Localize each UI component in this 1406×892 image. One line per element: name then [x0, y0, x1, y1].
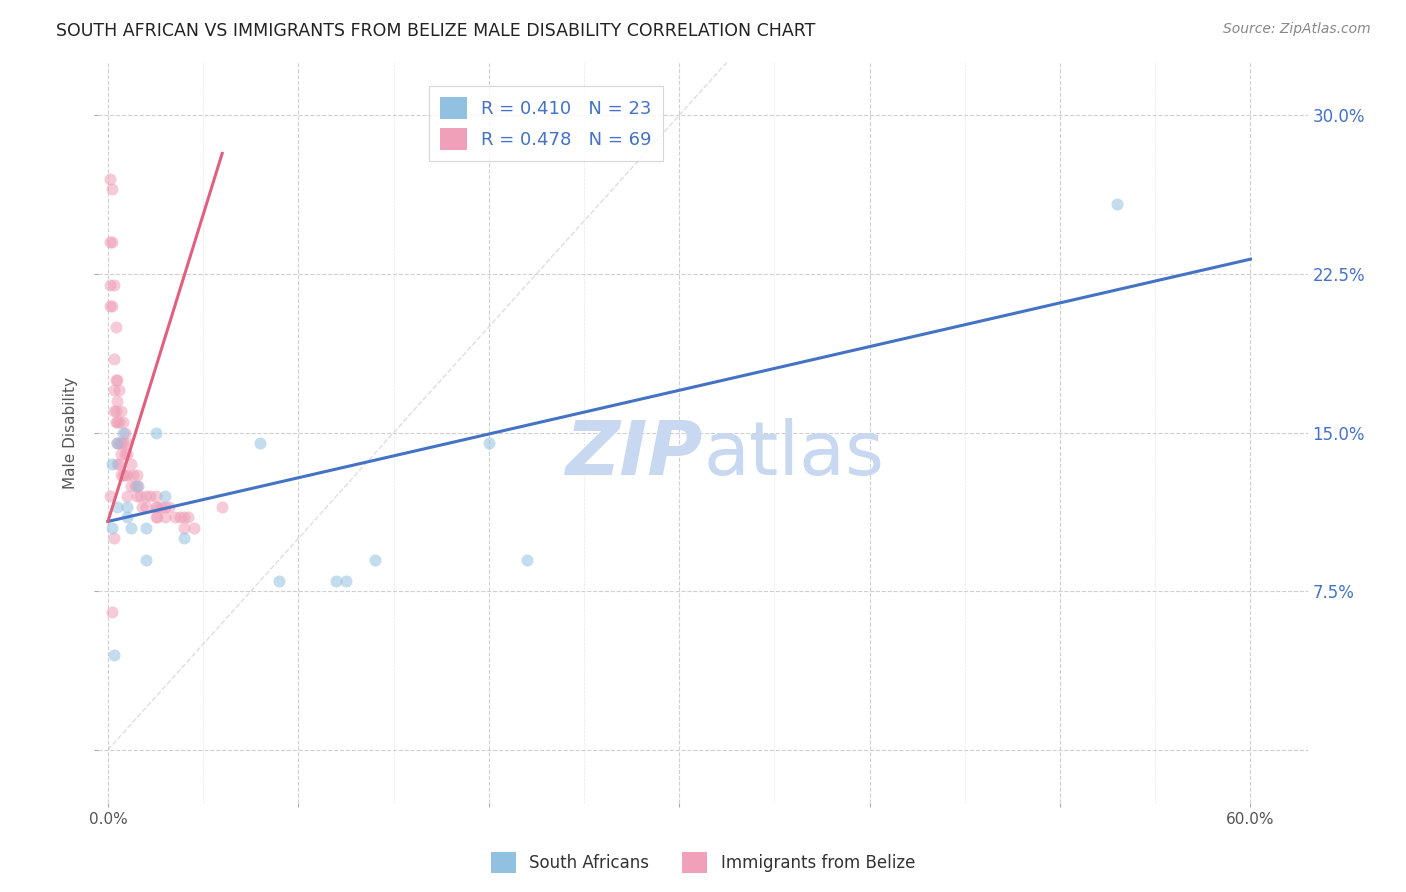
Point — [146, 510, 169, 524]
Point — [173, 521, 195, 535]
Point — [131, 500, 153, 514]
Point — [100, 458, 122, 472]
Point — [269, 574, 291, 588]
Point — [1107, 197, 1129, 211]
Text: ZIP: ZIP — [565, 418, 703, 491]
Point — [103, 648, 125, 662]
Point — [100, 299, 122, 313]
Point — [103, 384, 125, 398]
Point — [98, 277, 121, 292]
Point — [114, 425, 136, 440]
Point — [107, 458, 129, 472]
Point — [249, 436, 271, 450]
Legend: R = 0.410   N = 23, R = 0.478   N = 69: R = 0.410 N = 23, R = 0.478 N = 69 — [429, 87, 662, 161]
Point — [107, 393, 129, 408]
Point — [103, 404, 125, 418]
Point — [115, 447, 138, 461]
Point — [135, 500, 157, 514]
Point — [120, 521, 142, 535]
Point — [115, 500, 138, 514]
Text: Source: ZipAtlas.com: Source: ZipAtlas.com — [1223, 22, 1371, 37]
Point — [104, 415, 127, 429]
Point — [120, 458, 142, 472]
Point — [98, 235, 121, 250]
Point — [125, 467, 148, 482]
Point — [107, 500, 129, 514]
Point — [100, 521, 122, 535]
Point — [103, 277, 125, 292]
Point — [107, 436, 129, 450]
Point — [110, 436, 132, 450]
Point — [173, 510, 195, 524]
Point — [104, 319, 127, 334]
Point — [114, 447, 136, 461]
Point — [146, 500, 169, 514]
Point — [145, 425, 167, 440]
Point — [153, 500, 176, 514]
Point — [108, 436, 131, 450]
Point — [121, 467, 143, 482]
Point — [108, 458, 131, 472]
Point — [112, 467, 135, 482]
Point — [139, 489, 162, 503]
Point — [110, 447, 132, 461]
Point — [135, 521, 157, 535]
Point — [114, 467, 136, 482]
Point — [135, 489, 157, 503]
Point — [135, 552, 157, 566]
Point — [108, 384, 131, 398]
Point — [363, 552, 385, 566]
Point — [124, 478, 146, 492]
Point — [163, 510, 186, 524]
Y-axis label: Male Disability: Male Disability — [63, 376, 79, 489]
Point — [115, 467, 138, 482]
Point — [100, 235, 122, 250]
Point — [112, 425, 135, 440]
Point — [100, 606, 122, 620]
Point — [125, 489, 148, 503]
Point — [478, 436, 501, 450]
Point — [104, 373, 127, 387]
Point — [103, 532, 125, 546]
Point — [211, 500, 233, 514]
Point — [115, 489, 138, 503]
Point — [108, 415, 131, 429]
Point — [125, 478, 148, 492]
Point — [183, 521, 205, 535]
Point — [115, 436, 138, 450]
Point — [103, 351, 125, 366]
Point — [150, 500, 173, 514]
Point — [104, 404, 127, 418]
Point — [98, 489, 121, 503]
Point — [169, 510, 191, 524]
Point — [110, 404, 132, 418]
Point — [157, 500, 180, 514]
Point — [107, 436, 129, 450]
Point — [325, 574, 347, 588]
Point — [516, 552, 538, 566]
Point — [112, 436, 135, 450]
Point — [129, 489, 152, 503]
Point — [110, 467, 132, 482]
Point — [335, 574, 357, 588]
Point — [115, 510, 138, 524]
Point — [173, 532, 195, 546]
Point — [100, 182, 122, 196]
Point — [153, 489, 176, 503]
Point — [107, 373, 129, 387]
Point — [145, 500, 167, 514]
Point — [120, 478, 142, 492]
Point — [127, 478, 149, 492]
Point — [145, 510, 167, 524]
Point — [153, 510, 176, 524]
Text: SOUTH AFRICAN VS IMMIGRANTS FROM BELIZE MALE DISABILITY CORRELATION CHART: SOUTH AFRICAN VS IMMIGRANTS FROM BELIZE … — [56, 22, 815, 40]
Point — [177, 510, 200, 524]
Point — [107, 415, 129, 429]
Point — [98, 171, 121, 186]
Text: atlas: atlas — [703, 418, 884, 491]
Point — [112, 415, 135, 429]
Point — [98, 299, 121, 313]
Point — [145, 489, 167, 503]
Legend: South Africans, Immigrants from Belize: South Africans, Immigrants from Belize — [484, 846, 922, 880]
